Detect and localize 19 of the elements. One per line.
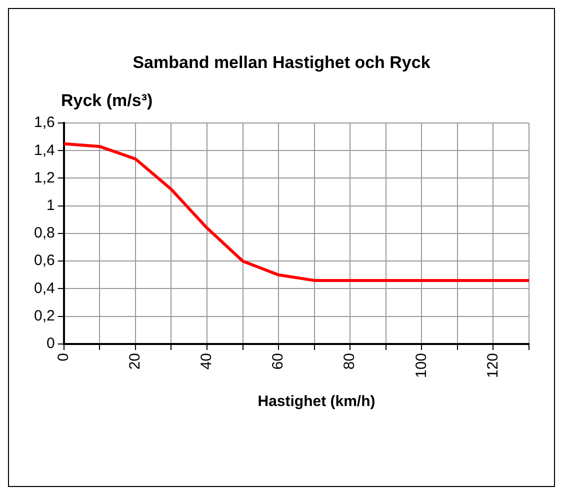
y-tick-label: 0,6 <box>34 252 55 270</box>
y-tick-label: 1 <box>46 197 55 214</box>
x-axis-title: Hastighet (km/h) <box>256 393 376 410</box>
x-tick-label: 60 <box>270 352 287 370</box>
y-tick-label: 0,8 <box>34 224 55 242</box>
y-tick-label: 0,4 <box>34 280 55 297</box>
y-tick-label: 0,2 <box>34 307 55 324</box>
x-tick-label: 0 <box>54 352 72 362</box>
x-tick-label: 40 <box>198 352 216 370</box>
y-tick-label: 0 <box>46 335 55 352</box>
y-axis-title: Ryck (m/s³) <box>61 91 154 111</box>
x-tick-label: 80 <box>341 352 358 370</box>
x-tick-label: 20 <box>126 352 144 370</box>
y-tick-label: 1,4 <box>34 142 55 159</box>
y-tick-label: 1,2 <box>34 169 55 186</box>
y-tick-label: 1,6 <box>34 114 55 132</box>
x-tick-label: 100 <box>412 352 430 378</box>
chart-title: Samband mellan Hastighet och Ryck <box>132 53 432 73</box>
x-tick-label: 120 <box>484 352 502 378</box>
